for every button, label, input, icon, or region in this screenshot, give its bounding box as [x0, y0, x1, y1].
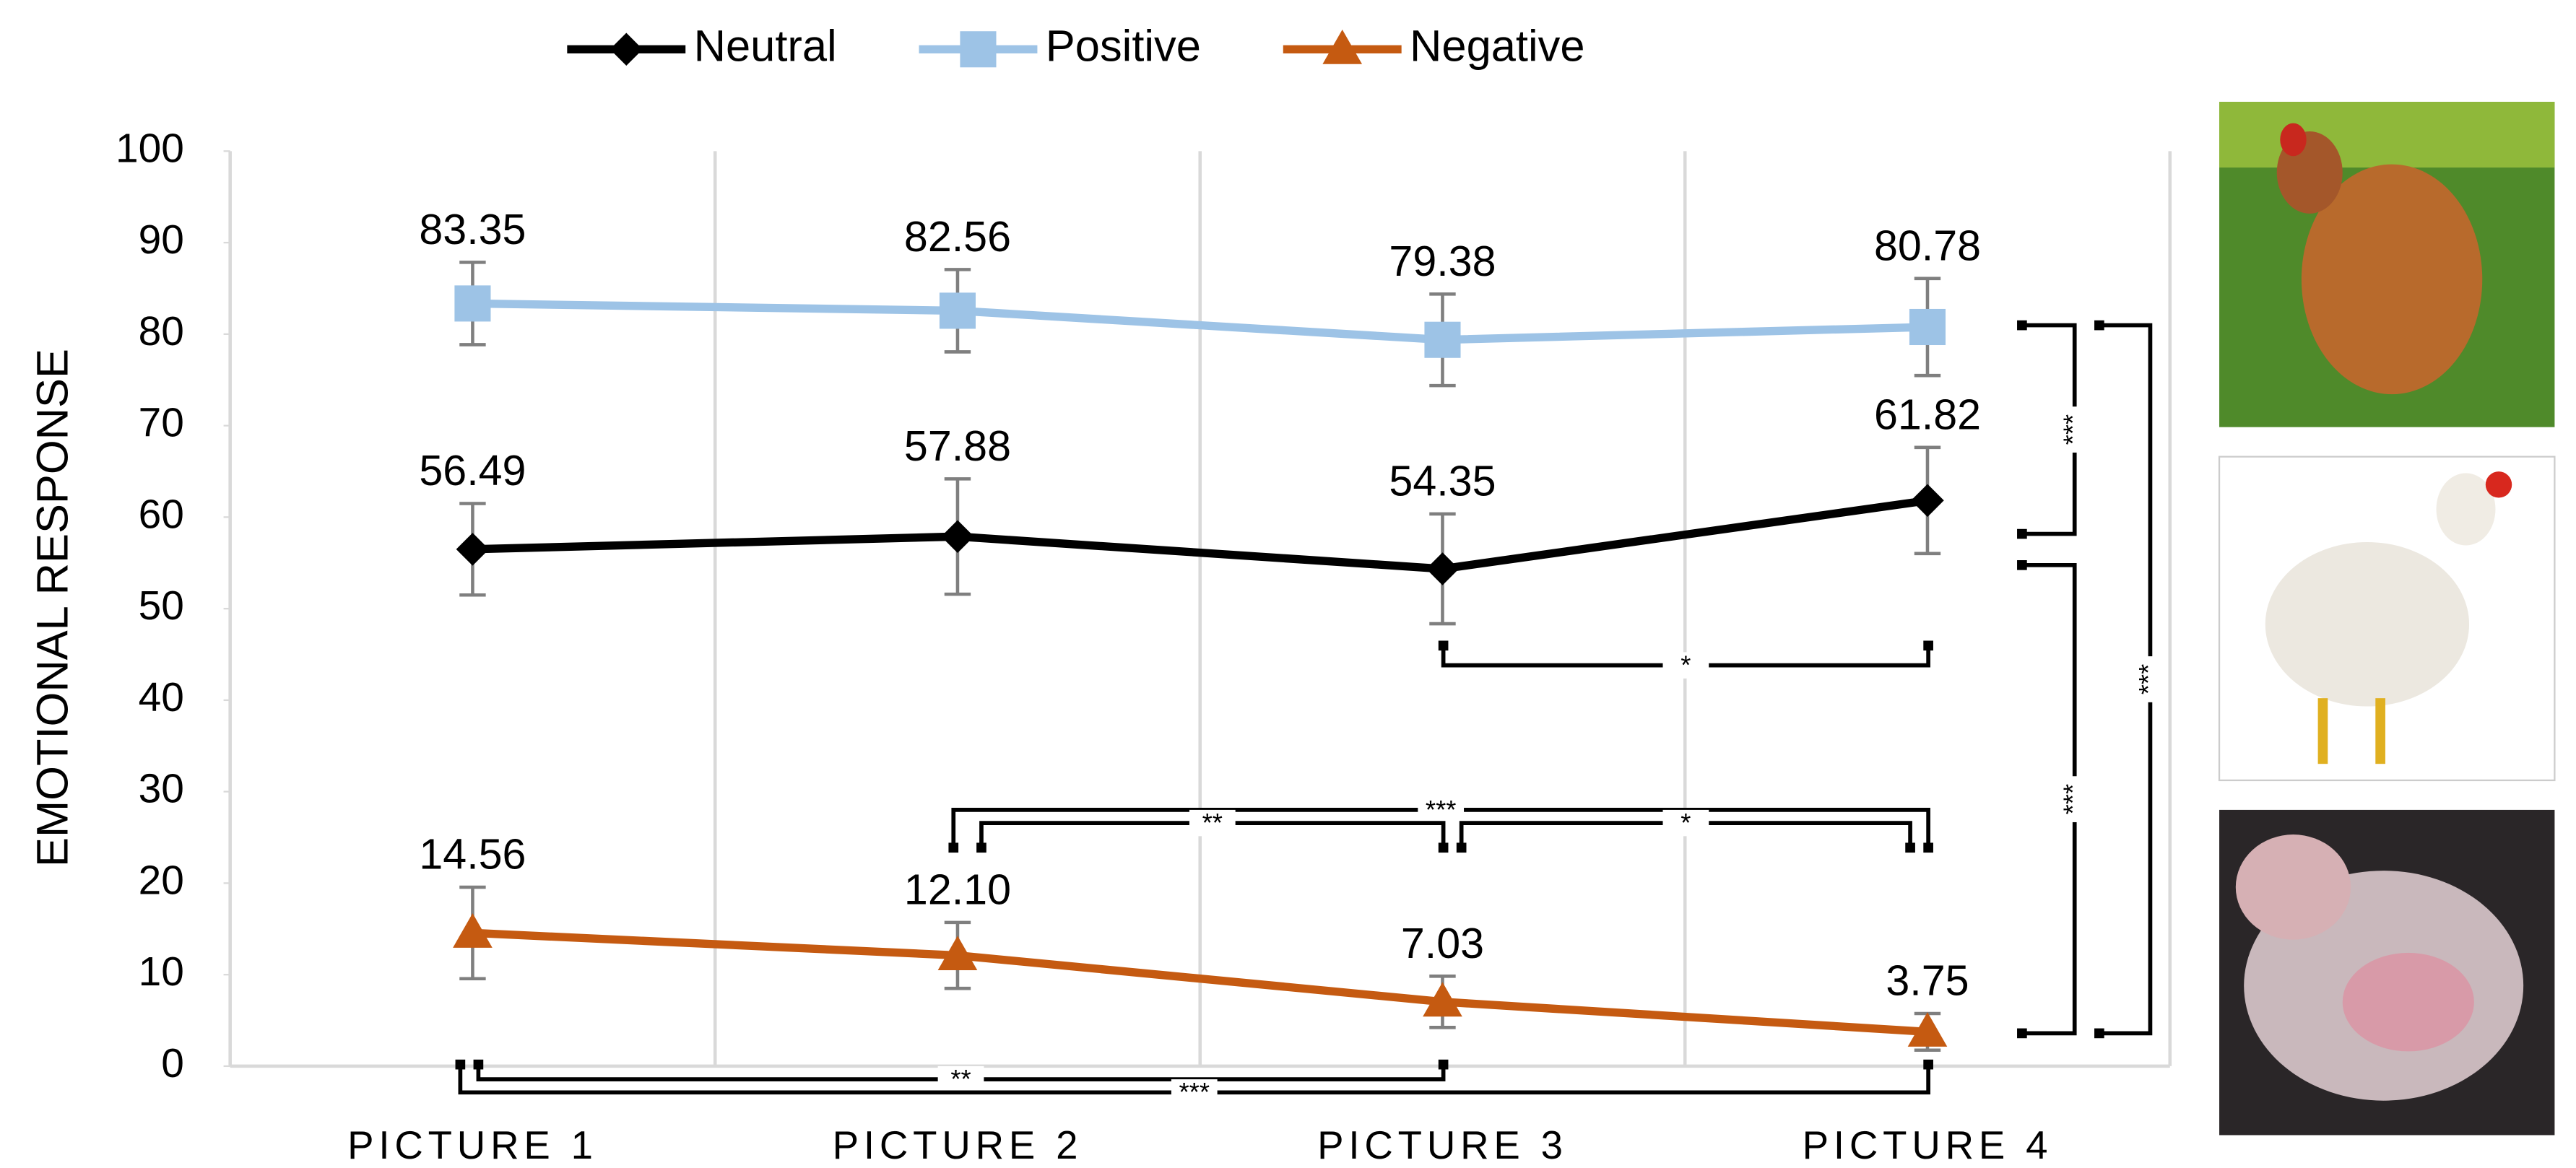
legend-item: Negative — [1283, 22, 1585, 71]
bracket-end — [1439, 1060, 1449, 1070]
series: 14.56 12.10 7.03 3.75 — [419, 830, 1969, 1050]
data-label: 83.35 — [419, 205, 526, 253]
bracket-end — [948, 842, 958, 853]
bracket-end — [1923, 842, 1933, 853]
y-tick-label: 80 — [139, 308, 184, 354]
y-axis-label: EMOTIONAL RESPONSE — [28, 349, 78, 867]
bracket-end — [1923, 641, 1933, 651]
significance-bracket: *** — [2094, 321, 2164, 1038]
data-label: 12.10 — [904, 866, 1011, 914]
photo-poor-chicken — [2219, 810, 2554, 1136]
significance-label: * — [1681, 650, 1691, 680]
marker — [940, 292, 976, 328]
bracket-end — [2017, 560, 2027, 570]
bracket-end — [456, 1060, 466, 1070]
bracket-end — [976, 842, 986, 853]
marker — [1426, 552, 1460, 585]
data-label: 61.82 — [1874, 390, 1981, 438]
data-label: 57.88 — [904, 422, 1011, 470]
bracket-end — [1923, 1060, 1933, 1070]
significance-label: * — [1681, 808, 1691, 837]
bracket-end — [2094, 1029, 2104, 1039]
photo-white-chicken — [2219, 457, 2554, 780]
y-tick-label: 20 — [139, 857, 184, 903]
marker — [941, 520, 974, 553]
bracket-end — [1457, 842, 1467, 853]
legend-label: Positive — [1046, 22, 1201, 71]
data-label: 14.56 — [419, 830, 526, 879]
significance-label: *** — [2057, 414, 2087, 445]
legend-label: Neutral — [694, 22, 837, 71]
marker — [1911, 484, 1944, 518]
marker — [1909, 309, 1946, 345]
significance-label: *** — [1179, 1077, 1210, 1107]
bracket-end — [1439, 842, 1449, 853]
y-tick-label: 30 — [139, 766, 184, 812]
bracket-end — [1439, 641, 1449, 651]
y-tick-label: 50 — [139, 583, 184, 629]
legend-item: Neutral — [567, 22, 836, 71]
significance-bracket: *** — [2017, 321, 2088, 539]
bracket-end — [2017, 1029, 2027, 1039]
legend-label: Negative — [1410, 22, 1585, 71]
bracket-end — [474, 1060, 484, 1070]
y-tick-label: 90 — [139, 217, 184, 263]
bracket-end — [2017, 529, 2027, 539]
legend-item: Positive — [919, 22, 1201, 71]
data-label: 79.38 — [1389, 237, 1496, 285]
photo-healthy-hen — [2219, 102, 2554, 427]
data-label: 82.56 — [904, 212, 1011, 261]
y-tick-label: 60 — [139, 491, 184, 537]
data-label: 56.49 — [419, 446, 526, 494]
legend-marker — [960, 31, 996, 67]
significance-label: *** — [1426, 795, 1457, 824]
significance-bracket: ** — [976, 808, 1448, 853]
marker — [1424, 322, 1460, 358]
data-label: 80.78 — [1874, 221, 1981, 269]
significance-label: *** — [2133, 664, 2163, 695]
y-tick-label: 70 — [139, 400, 184, 446]
x-tick-label: PICTURE 4 — [1803, 1123, 2053, 1167]
significance-label: ** — [1202, 808, 1223, 837]
y-tick-label: 0 — [161, 1040, 184, 1086]
y-tick-label: 40 — [139, 674, 184, 720]
marker — [456, 533, 490, 566]
page: {"chart_data": {"type": "line", "y_label… — [0, 0, 2576, 1168]
x-tick-label: PICTURE 1 — [347, 1123, 598, 1167]
legend-marker — [610, 33, 643, 66]
significance-label: ** — [950, 1064, 971, 1094]
data-label: 3.75 — [1886, 956, 1969, 1005]
y-tick-label: 100 — [116, 125, 184, 171]
x-tick-label: PICTURE 2 — [833, 1123, 1083, 1167]
significance-bracket: *** — [2017, 560, 2088, 1038]
bracket-end — [2094, 321, 2104, 331]
y-tick-label: 10 — [139, 949, 184, 995]
significance-label: *** — [2057, 784, 2087, 815]
x-tick-label: PICTURE 3 — [1317, 1123, 1568, 1167]
marker — [454, 285, 490, 321]
bracket-end — [2017, 321, 2027, 331]
data-label: 54.35 — [1389, 457, 1496, 505]
bracket-end — [1905, 842, 1915, 853]
chart: EMOTIONAL RESPONSE 0 10 20 30 40 50 60 70 80 90 10… — [0, 0, 2576, 1168]
data-label: 7.03 — [1401, 919, 1484, 967]
